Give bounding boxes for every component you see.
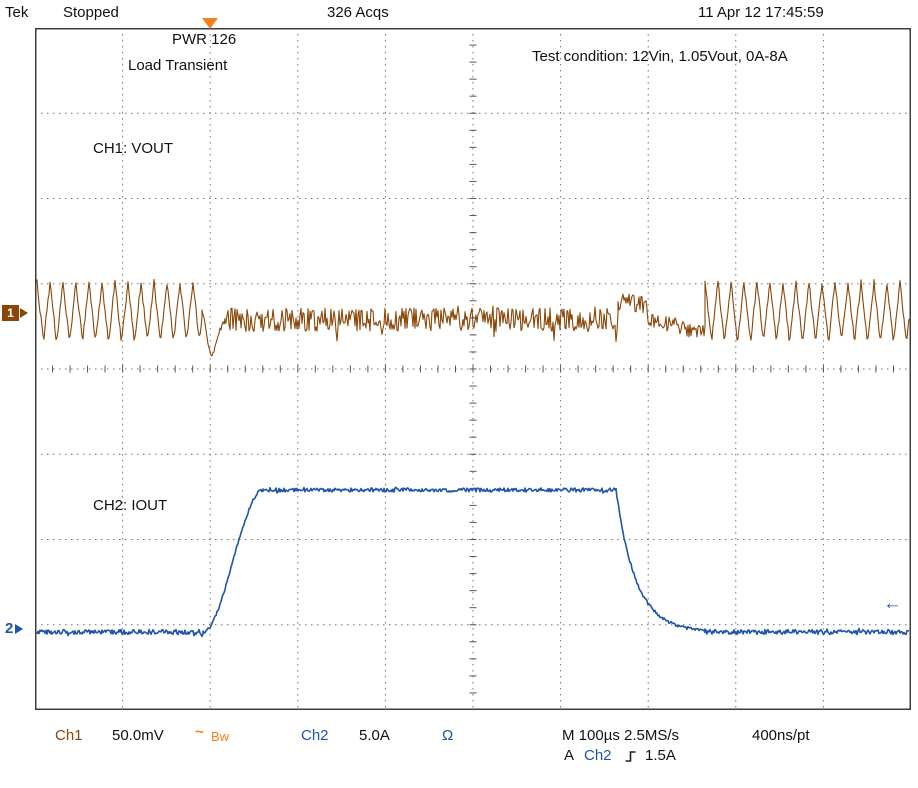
ch2-readout-name: Ch2	[301, 727, 329, 744]
graticule-border	[35, 28, 911, 710]
trigger-source-readout: Ch2	[584, 747, 612, 764]
ch1-readout-name: Ch1	[55, 727, 83, 744]
ch1-reference-number: 1	[2, 305, 19, 321]
ch1-scale-readout: 50.0mV	[112, 727, 164, 744]
ch2-impedance-symbol: Ω	[442, 727, 454, 744]
trigger-level-arrow-icon: ←	[883, 593, 902, 614]
ch2-reference-arrow-icon	[15, 623, 24, 634]
waveform-trace-ch2	[36, 486, 910, 638]
record-resolution-readout: 400ns/pt	[752, 727, 810, 744]
ch1-trace-label: CH1: VOUT	[93, 140, 174, 157]
ch1-reference-marker: 1	[2, 305, 28, 321]
ch2-trace-label: CH2: IOUT	[93, 497, 168, 514]
ch2-reference-number: 2	[5, 620, 14, 637]
graticule-area	[35, 28, 912, 711]
acquisition-count: 326 Acqs	[327, 4, 389, 21]
trigger-mode-readout: A	[564, 747, 575, 764]
datetime-readout: 11 Apr 12 17:45:59	[698, 4, 824, 21]
waveform-trace-ch1	[36, 278, 910, 357]
timebase-readout: M 100µs 2.5MS/s	[562, 727, 680, 744]
trigger-slope-rising-icon	[625, 751, 636, 762]
test-name-label: Load Transient	[128, 57, 228, 74]
ch1-bandwidth-indicator: Bw	[211, 729, 230, 744]
waveform-canvas	[35, 28, 912, 711]
ch1-reference-arrow-icon	[20, 308, 28, 318]
trigger-level-readout: 1.5A	[645, 747, 676, 764]
probe-label: PWR 126	[172, 31, 237, 48]
trigger-position-icon	[202, 18, 218, 29]
ch2-reference-marker: 2	[5, 620, 24, 637]
test-condition-label: Test condition: 12Vin, 1.05Vout, 0A-8A	[532, 48, 788, 65]
ch1-coupling-symbol: ~	[195, 724, 204, 741]
acquisition-status: Stopped	[63, 4, 119, 21]
vendor-logo: Tek	[5, 4, 29, 21]
ch2-scale-readout: 5.0A	[359, 727, 390, 744]
